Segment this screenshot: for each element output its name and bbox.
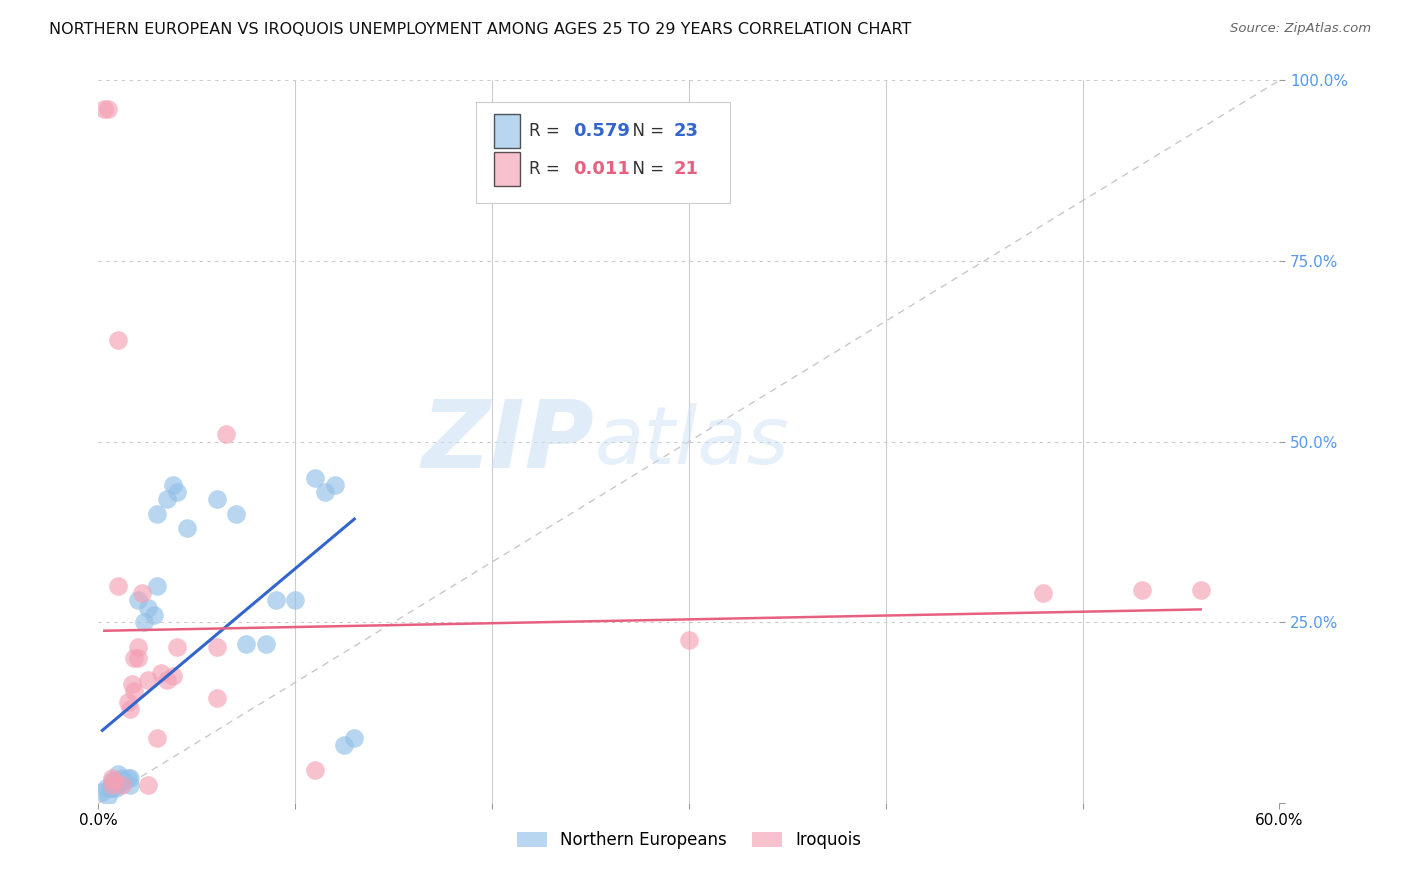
Point xyxy=(205,492,228,507)
Point xyxy=(98,781,121,796)
Point xyxy=(118,702,141,716)
Text: 0.579: 0.579 xyxy=(574,122,630,140)
Point xyxy=(107,579,129,593)
Point xyxy=(162,478,184,492)
FancyBboxPatch shape xyxy=(477,102,730,203)
Point xyxy=(111,771,134,785)
Point xyxy=(101,781,124,796)
Point xyxy=(97,102,120,116)
Point xyxy=(1032,586,1054,600)
Point xyxy=(343,731,366,745)
Point xyxy=(215,427,238,442)
Text: 0.011: 0.011 xyxy=(574,161,630,178)
Point xyxy=(235,637,257,651)
Point xyxy=(166,485,188,500)
Point xyxy=(1189,582,1212,597)
Point xyxy=(304,764,326,778)
Point xyxy=(118,771,141,785)
Point xyxy=(103,778,125,792)
Point xyxy=(146,579,169,593)
FancyBboxPatch shape xyxy=(494,152,520,186)
Point xyxy=(136,778,159,792)
Text: NORTHERN EUROPEAN VS IROQUOIS UNEMPLOYMENT AMONG AGES 25 TO 29 YEARS CORRELATION: NORTHERN EUROPEAN VS IROQUOIS UNEMPLOYME… xyxy=(49,22,911,37)
Point xyxy=(333,738,356,752)
Point xyxy=(205,640,228,655)
Point xyxy=(254,637,277,651)
Point xyxy=(314,485,336,500)
Point xyxy=(107,334,129,348)
Point xyxy=(176,521,198,535)
Point xyxy=(107,774,129,789)
Point xyxy=(103,774,125,789)
Point xyxy=(127,651,149,665)
Text: N =: N = xyxy=(621,122,669,140)
Text: 23: 23 xyxy=(673,122,699,140)
Point xyxy=(678,633,700,648)
Point xyxy=(156,492,179,507)
Text: R =: R = xyxy=(530,161,565,178)
Point xyxy=(131,586,153,600)
Text: R =: R = xyxy=(530,122,565,140)
Point xyxy=(117,771,139,785)
Point xyxy=(136,673,159,687)
Point xyxy=(225,507,247,521)
Point xyxy=(127,640,149,655)
Point xyxy=(117,695,139,709)
Point xyxy=(166,640,188,655)
Point xyxy=(284,593,307,607)
Point xyxy=(121,676,143,690)
Text: N =: N = xyxy=(621,161,669,178)
Point xyxy=(111,778,134,792)
Point xyxy=(156,673,179,687)
Point xyxy=(91,785,114,799)
Point xyxy=(132,615,155,630)
Point xyxy=(146,731,169,745)
Legend: Northern Europeans, Iroquois: Northern Europeans, Iroquois xyxy=(510,824,868,856)
Point xyxy=(304,470,326,484)
Point xyxy=(1130,582,1153,597)
Text: Source: ZipAtlas.com: Source: ZipAtlas.com xyxy=(1230,22,1371,36)
Point xyxy=(118,778,141,792)
Text: atlas: atlas xyxy=(595,402,789,481)
Point xyxy=(107,778,129,792)
Point xyxy=(112,774,135,789)
Point xyxy=(127,593,149,607)
Point xyxy=(101,771,124,785)
Point xyxy=(264,593,287,607)
Point xyxy=(101,774,124,789)
Point xyxy=(323,478,346,492)
Point xyxy=(97,789,120,803)
Point xyxy=(205,691,228,706)
Text: ZIP: ZIP xyxy=(422,395,595,488)
Point xyxy=(136,600,159,615)
Point xyxy=(93,102,115,116)
Point xyxy=(142,607,165,622)
Point xyxy=(122,683,145,698)
Point xyxy=(146,507,169,521)
Point xyxy=(105,774,128,789)
Point xyxy=(105,781,128,796)
Point xyxy=(150,665,173,680)
Text: 21: 21 xyxy=(673,161,699,178)
Point xyxy=(96,781,118,796)
Point xyxy=(122,651,145,665)
Point xyxy=(101,778,124,792)
Point xyxy=(107,767,129,781)
Point xyxy=(162,669,184,683)
FancyBboxPatch shape xyxy=(494,113,520,148)
